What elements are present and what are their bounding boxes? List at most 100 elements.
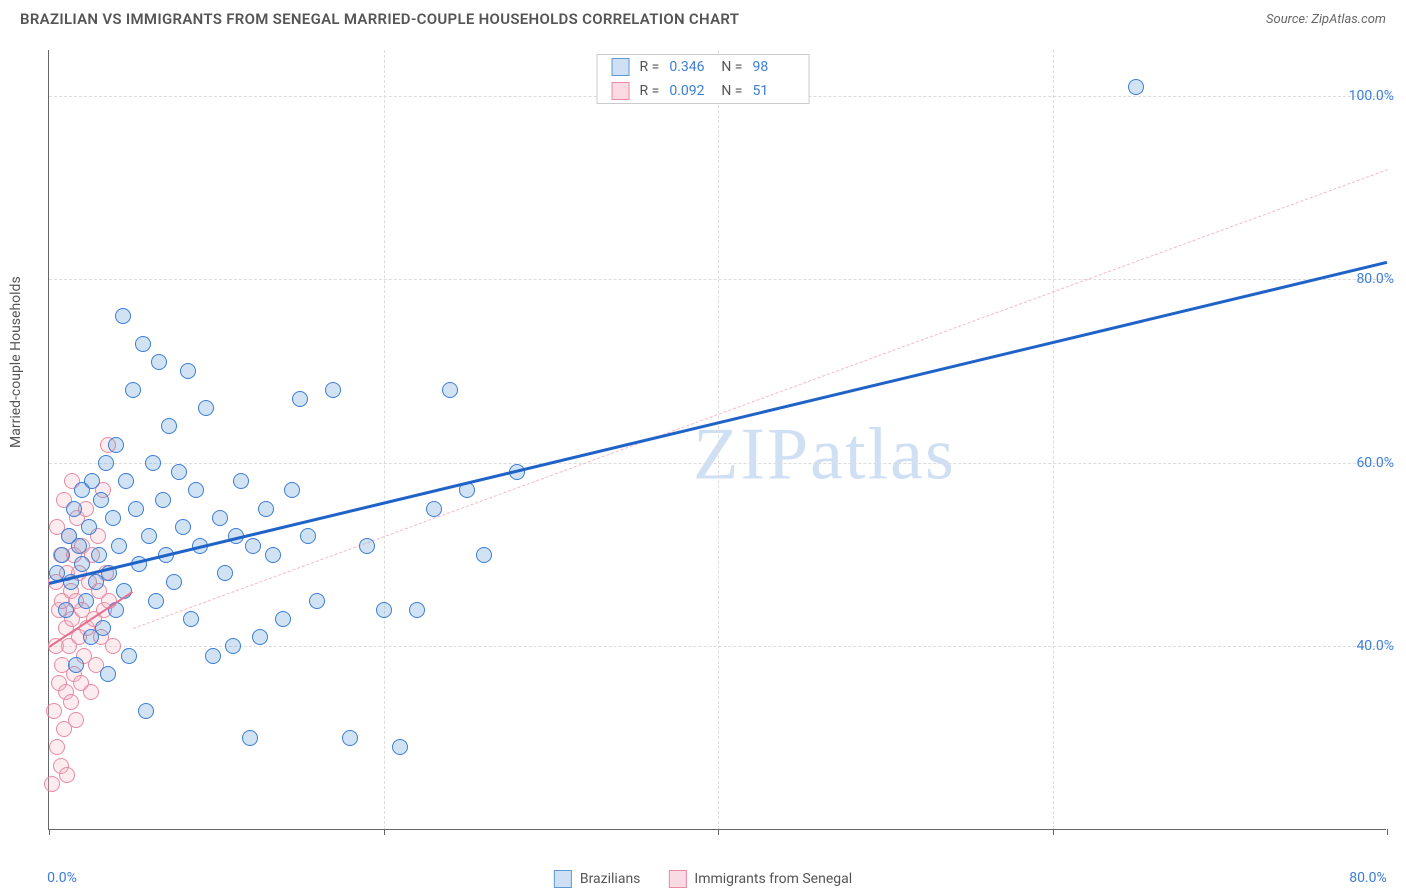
gridline-v: [718, 50, 719, 829]
scatter-point: [46, 703, 62, 719]
scatter-point: [63, 694, 79, 710]
source-label: Source: ZipAtlas.com: [1266, 12, 1386, 27]
scatter-point: [265, 547, 281, 563]
title-bar: BRAZILIAN VS IMMIGRANTS FROM SENEGAL MAR…: [0, 0, 1406, 36]
y-tick-label: 60.0%: [1356, 455, 1394, 471]
bottom-legend-item: Brazilians: [554, 870, 641, 888]
scatter-point: [44, 776, 60, 792]
scatter-point: [115, 308, 131, 324]
scatter-point: [252, 629, 268, 645]
tick-x: [1053, 829, 1054, 835]
stats-legend-row: R = 0.346 N = 98: [598, 55, 809, 79]
scatter-point: [151, 354, 167, 370]
scatter-point: [476, 547, 492, 563]
scatter-point: [205, 648, 221, 664]
scatter-point: [171, 464, 187, 480]
scatter-point: [166, 574, 182, 590]
scatter-point: [242, 730, 258, 746]
scatter-point: [376, 602, 392, 618]
stats-legend-row: R =0.092N =51: [598, 79, 809, 103]
legend-swatch: [554, 870, 572, 888]
scatter-point: [108, 437, 124, 453]
legend-label: Brazilians: [580, 871, 641, 887]
scatter-point: [426, 501, 442, 517]
stat-n-label: N =: [721, 59, 742, 75]
scatter-point: [118, 473, 134, 489]
scatter-point: [309, 593, 325, 609]
tick-x: [718, 829, 719, 835]
scatter-point: [275, 611, 291, 627]
scatter-point: [245, 538, 261, 554]
scatter-point: [359, 538, 375, 554]
bottom-legend-item: Immigrants from Senegal: [668, 870, 852, 888]
stat-n-value: 98: [752, 59, 794, 75]
scatter-point: [135, 336, 151, 352]
legend-swatch: [612, 58, 630, 76]
scatter-point: [81, 519, 97, 535]
scatter-point: [155, 492, 171, 508]
chart-title: BRAZILIAN VS IMMIGRANTS FROM SENEGAL MAR…: [20, 10, 739, 28]
scatter-point: [325, 382, 341, 398]
gridline-v: [1053, 50, 1054, 829]
y-tick-label: 80.0%: [1356, 271, 1394, 287]
scatter-point: [175, 519, 191, 535]
scatter-point: [258, 501, 274, 517]
scatter-point: [111, 538, 127, 554]
plot-area: ZIPatlas: [48, 50, 1386, 830]
scatter-point: [54, 547, 70, 563]
scatter-point: [74, 556, 90, 572]
scatter-point: [188, 482, 204, 498]
stat-r-label: R =: [640, 83, 660, 99]
scatter-point: [138, 703, 154, 719]
scatter-point: [233, 473, 249, 489]
scatter-point: [409, 602, 425, 618]
scatter-point: [148, 593, 164, 609]
stat-r-label: R =: [640, 59, 660, 75]
scatter-point: [95, 620, 111, 636]
scatter-point: [59, 767, 75, 783]
scatter-point: [66, 501, 82, 517]
scatter-point: [225, 638, 241, 654]
scatter-point: [84, 473, 100, 489]
scatter-point: [284, 482, 300, 498]
scatter-point: [128, 501, 144, 517]
scatter-point: [161, 418, 177, 434]
scatter-point: [121, 648, 137, 664]
scatter-point: [125, 382, 141, 398]
scatter-point: [100, 666, 116, 682]
legend-swatch: [668, 870, 686, 888]
scatter-point: [49, 739, 65, 755]
scatter-point: [58, 602, 74, 618]
scatter-point: [217, 565, 233, 581]
scatter-point: [91, 547, 107, 563]
stat-n-value: 51: [752, 83, 794, 99]
scatter-point: [98, 455, 114, 471]
scatter-point: [292, 391, 308, 407]
x-tick-label: 80.0%: [1349, 870, 1387, 886]
scatter-point: [442, 382, 458, 398]
stats-legend: R =0.346N =98R =0.092N =51: [597, 54, 810, 104]
tick-x: [1387, 829, 1388, 835]
tick-x: [384, 829, 385, 835]
gridline-v: [384, 50, 385, 829]
scatter-point: [180, 363, 196, 379]
y-axis-label: Married-couple Households: [8, 276, 24, 448]
scatter-point: [71, 538, 87, 554]
scatter-point: [300, 528, 316, 544]
tick-x: [49, 829, 50, 835]
trend-line: [132, 169, 1387, 629]
y-tick-label: 100.0%: [1349, 88, 1394, 104]
stat-r-value: 0.346: [669, 59, 711, 75]
scatter-point: [141, 528, 157, 544]
x-tick-label: 0.0%: [47, 870, 77, 886]
watermark: ZIPatlas: [693, 413, 956, 498]
stat-n-label: N =: [721, 83, 742, 99]
legend-label: Immigrants from Senegal: [694, 871, 852, 887]
scatter-point: [342, 730, 358, 746]
scatter-point: [145, 455, 161, 471]
scatter-point: [198, 400, 214, 416]
scatter-point: [68, 712, 84, 728]
legend-swatch: [612, 82, 630, 100]
scatter-point: [392, 739, 408, 755]
scatter-point: [212, 510, 228, 526]
